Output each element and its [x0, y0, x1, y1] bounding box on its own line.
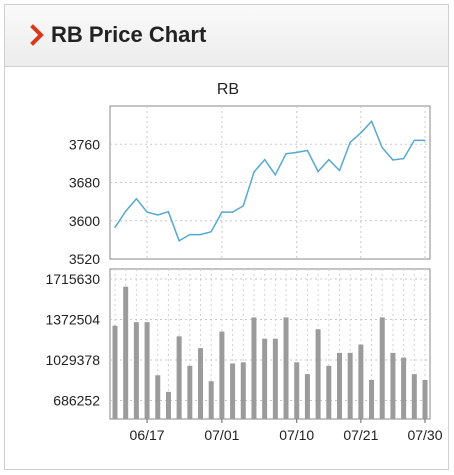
- volume-bar: [315, 329, 321, 419]
- price-point: [242, 205, 244, 207]
- volume-bar: [304, 374, 310, 419]
- price-point: [221, 211, 223, 213]
- volume-bar: [208, 381, 214, 419]
- price-point: [146, 211, 148, 213]
- volume-y-tick-label: 1715630: [45, 271, 100, 287]
- volume-bar: [347, 352, 353, 419]
- price-y-tick-label: 3520: [69, 251, 100, 267]
- x-tick-label: 07/01: [204, 427, 239, 443]
- price-point: [317, 170, 319, 173]
- volume-bar: [262, 338, 268, 419]
- chart-title: RB: [217, 81, 239, 98]
- price-point: [167, 211, 170, 213]
- volume-bar: [422, 380, 428, 419]
- price-y-tick-label: 3760: [69, 136, 100, 152]
- volume-plot: 686252 1029378 1372504 1715630 06/17 07/01 07/…: [45, 268, 443, 443]
- price-point: [328, 158, 330, 161]
- volume-y-tick-label: 1372504: [45, 311, 100, 327]
- price-y-tick-label: 3600: [69, 213, 100, 229]
- volume-bar: [155, 375, 161, 419]
- volume-bar: [219, 331, 225, 419]
- price-point: [285, 153, 287, 155]
- price-plot: 3520 3600 3680 3760: [69, 105, 431, 267]
- price-point: [338, 169, 341, 172]
- price-point: [125, 210, 127, 212]
- volume-bar: [133, 322, 139, 419]
- price-line-series: [114, 119, 425, 242]
- price-point: [157, 214, 159, 216]
- price-point: [306, 149, 309, 152]
- price-point: [370, 120, 373, 122]
- volume-bar: [294, 362, 300, 419]
- volume-bar: [187, 365, 193, 419]
- price-point: [189, 234, 191, 236]
- volume-y-tick-label: 1029378: [45, 352, 100, 368]
- price-point: [413, 139, 415, 142]
- price-point: [349, 141, 351, 143]
- panel-title: RB Price Chart: [51, 22, 207, 47]
- volume-bar: [144, 322, 150, 419]
- x-tick-label: 07/10: [279, 427, 314, 443]
- volume-bar: [379, 317, 385, 419]
- x-tick-label: 06/17: [130, 427, 165, 443]
- volume-bar: [230, 363, 236, 419]
- price-point: [424, 139, 426, 142]
- volume-bar: [123, 286, 129, 419]
- panel-header: RB Price Chart: [5, 5, 448, 67]
- volume-bar: [176, 336, 182, 419]
- volume-bar: [369, 380, 375, 419]
- price-point: [231, 211, 234, 213]
- chevron-right-icon: [30, 24, 44, 46]
- price-point: [403, 157, 405, 160]
- volume-bar: [411, 374, 417, 419]
- volume-bar: [165, 391, 171, 419]
- volume-bar: [390, 352, 396, 419]
- price-point: [381, 146, 383, 149]
- price-point: [253, 171, 255, 173]
- volume-bar: [326, 365, 332, 419]
- x-tick-label: 07/21: [343, 427, 378, 443]
- volume-plot-frame: [109, 268, 431, 420]
- price-point: [360, 132, 362, 134]
- price-point: [135, 198, 137, 200]
- price-point: [296, 151, 298, 153]
- volume-bar: [198, 348, 204, 419]
- volume-y-tick-label: 686252: [53, 393, 100, 409]
- price-point: [178, 240, 180, 242]
- price-point: [199, 234, 202, 236]
- volume-bar: [358, 344, 364, 419]
- price-point: [274, 174, 276, 176]
- volume-bar: [272, 338, 278, 419]
- price-point: [264, 158, 266, 161]
- x-tick-label: 07/30: [407, 427, 442, 443]
- price-point: [114, 226, 116, 229]
- volume-bar: [240, 362, 246, 419]
- volume-bar: [283, 317, 289, 419]
- price-point: [210, 231, 212, 233]
- volume-bar: [251, 317, 257, 419]
- volume-bar: [112, 325, 118, 419]
- price-y-tick-label: 3680: [69, 175, 100, 191]
- volume-bar: [401, 357, 407, 419]
- price-point: [392, 159, 394, 161]
- volume-bar: [336, 352, 342, 419]
